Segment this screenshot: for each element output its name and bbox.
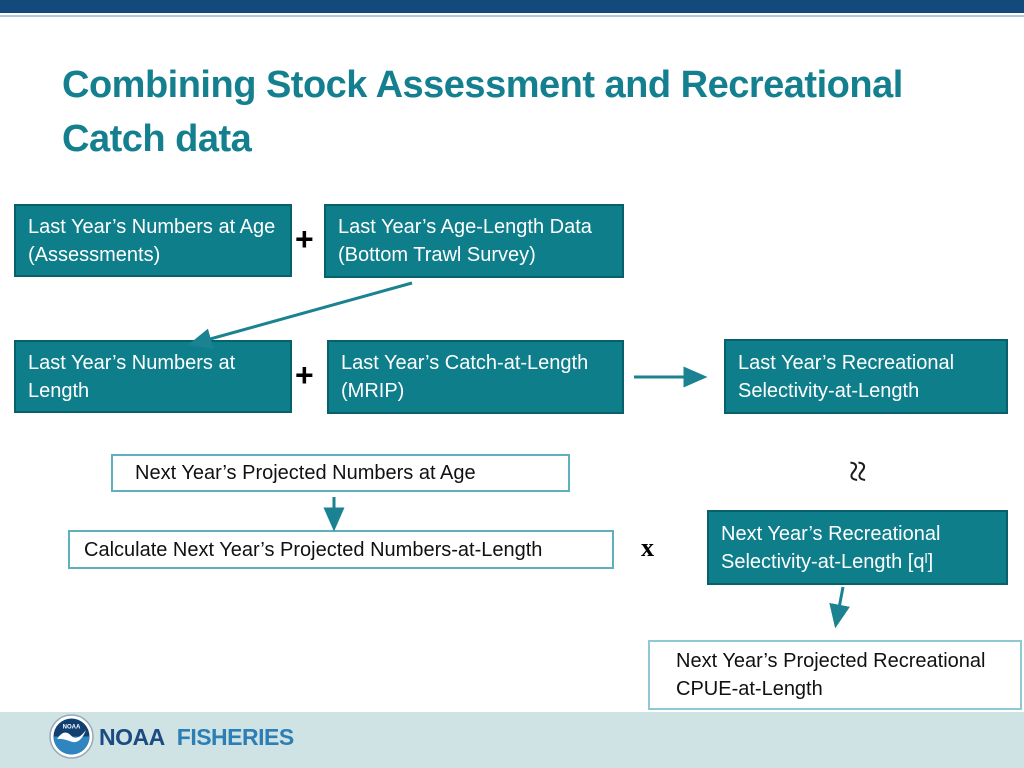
- box-next-numbers-at-age-label: Next Year’s Projected Numbers at Age: [135, 462, 476, 484]
- box-last-numbers-at-age: Last Year’s Numbers at Age (Assessments): [14, 204, 292, 277]
- top-accent-underline: [0, 15, 1024, 17]
- plus-operator-row2: +: [295, 357, 314, 393]
- box-next-rec-cpue-label: Next Year’s Projected Recreational CPUE-…: [676, 650, 986, 700]
- slide-title: Combining Stock Assessment and Recreatio…: [62, 58, 903, 166]
- noaa-logo-text: NOAA: [63, 725, 81, 731]
- slide-title-line1: Combining Stock Assessment and Recreatio…: [62, 64, 903, 106]
- box-last-catch-at-length: Last Year’s Catch-at-Length (MRIP): [327, 340, 624, 414]
- box-last-numbers-at-age-label: Last Year’s Numbers at Age (Assessments): [28, 215, 276, 266]
- arrow-selectivity-to-cpue: [829, 586, 850, 629]
- multiply-operator: x: [641, 533, 654, 562]
- slide-title-line2: Catch data: [62, 118, 252, 160]
- box-last-rec-selectivity-label: Last Year’s Recreational Selectivity-at-…: [738, 351, 955, 402]
- brand-noaa: NOAA: [99, 724, 164, 750]
- arrow-age-length-to-numbers-length: [187, 281, 413, 349]
- box-calc-next-numbers-at-length-label: Calculate Next Year’s Projected Numbers-…: [84, 538, 543, 561]
- box-last-catch-at-length-label: Last Year’s Catch-at-Length (MRIP): [341, 352, 589, 402]
- box-last-numbers-at-length: Last Year’s Numbers at Length: [14, 340, 292, 413]
- box-last-numbers-at-length-label: Last Year’s Numbers at Length: [28, 351, 236, 402]
- noaa-logo: NOAA: [49, 714, 94, 764]
- box-last-age-length-data-label: Last Year’s Age-Length Data (Bottom Traw…: [338, 216, 592, 266]
- box-last-age-length-data: Last Year’s Age-Length Data (Bottom Traw…: [324, 204, 624, 278]
- noaa-logo-icon: NOAA: [49, 714, 94, 759]
- noaa-fisheries-wordmark: NOAA FISHERIES: [99, 724, 294, 751]
- box-calc-next-numbers-at-length: Calculate Next Year’s Projected Numbers-…: [68, 530, 614, 569]
- brand-fisheries: FISHERIES: [176, 724, 294, 750]
- box-last-rec-selectivity: Last Year’s Recreational Selectivity-at-…: [724, 339, 1008, 414]
- plus-operator-row1: +: [295, 221, 314, 257]
- footer-band: [0, 712, 1024, 768]
- box-next-numbers-at-age: Next Year’s Projected Numbers at Age: [111, 454, 570, 492]
- box-next-rec-selectivity: Next Year’s Recreational Selectivity-at-…: [707, 510, 1008, 585]
- box-next-rec-selectivity-label: Next Year’s Recreational Selectivity-at-…: [721, 522, 941, 573]
- top-accent-bar: [0, 0, 1024, 13]
- approx-equal-symbol: ≈: [835, 460, 881, 483]
- box-next-rec-cpue: Next Year’s Projected Recreational CPUE-…: [648, 640, 1022, 710]
